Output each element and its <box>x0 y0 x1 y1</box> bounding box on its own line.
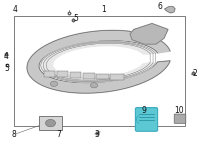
Text: 5: 5 <box>5 64 9 73</box>
Bar <box>70 72 81 78</box>
Bar <box>57 71 68 77</box>
FancyBboxPatch shape <box>135 108 158 131</box>
Polygon shape <box>41 41 155 82</box>
Bar <box>110 74 124 80</box>
Polygon shape <box>130 24 168 44</box>
Text: 3: 3 <box>95 130 99 139</box>
Text: 10: 10 <box>174 106 184 116</box>
Text: 5: 5 <box>74 14 78 23</box>
Circle shape <box>46 119 56 127</box>
Text: 7: 7 <box>57 130 61 139</box>
Text: 4: 4 <box>3 52 8 61</box>
Bar <box>14 16 185 126</box>
Text: 8: 8 <box>11 130 16 139</box>
Polygon shape <box>43 42 153 81</box>
Text: 1: 1 <box>102 5 106 14</box>
Polygon shape <box>27 30 170 93</box>
Polygon shape <box>165 7 175 13</box>
Polygon shape <box>46 43 150 80</box>
Circle shape <box>90 83 98 88</box>
Text: 4: 4 <box>13 5 17 14</box>
Text: 6: 6 <box>158 2 162 11</box>
Circle shape <box>50 81 58 86</box>
Text: 9: 9 <box>142 106 146 116</box>
Bar <box>39 116 62 130</box>
Bar <box>44 71 55 77</box>
Text: 2: 2 <box>193 69 197 78</box>
Bar <box>83 73 95 79</box>
Bar <box>96 74 109 79</box>
FancyBboxPatch shape <box>174 114 186 123</box>
